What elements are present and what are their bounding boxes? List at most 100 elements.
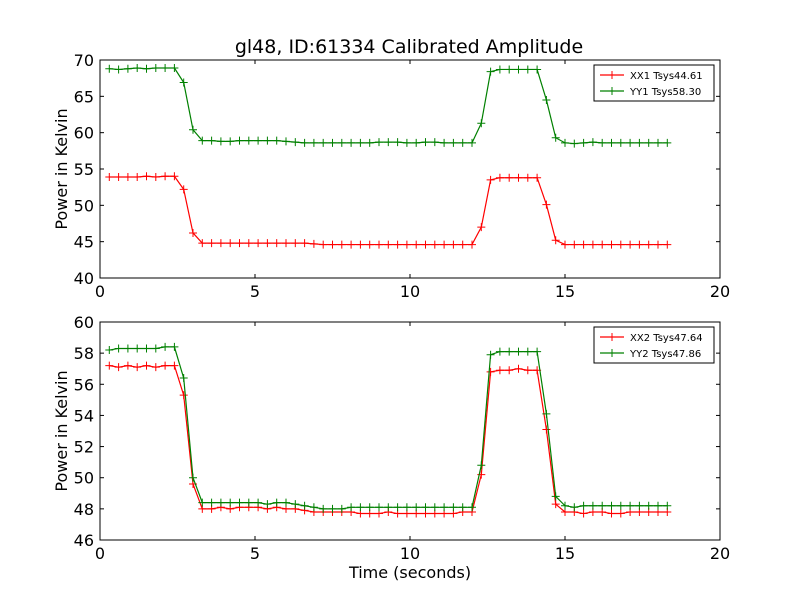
data-point-marker [272, 136, 281, 145]
data-point-marker [291, 239, 300, 248]
data-point-marker [151, 63, 160, 72]
series-xx2 [105, 361, 672, 518]
data-point-marker [226, 137, 235, 146]
data-point-marker [216, 137, 225, 146]
data-point-marker [514, 173, 523, 182]
data-point-marker [393, 240, 402, 249]
x-tick-label: 15 [555, 544, 575, 563]
data-point-marker [142, 64, 151, 73]
data-point-marker [309, 138, 318, 147]
data-point-marker [495, 173, 504, 182]
data-point-marker [607, 509, 616, 518]
x-tick-label: 15 [555, 282, 575, 301]
y-tick-label: 60 [74, 313, 94, 332]
data-point-marker [523, 347, 532, 356]
figure-title: gl48, ID:61334 Calibrated Amplitude [235, 36, 583, 58]
series-line [109, 364, 668, 515]
y-tick-label: 55 [74, 160, 94, 179]
data-point-marker [542, 200, 551, 209]
data-point-marker [356, 240, 365, 249]
data-point-marker [282, 137, 290, 146]
data-point-marker [105, 361, 114, 370]
data-point-marker [291, 138, 300, 147]
data-point-marker [272, 239, 281, 248]
subplot-1: 0 5 10 15 20 40 45 50 55 60 65 70 Power in Kelvin XX1… [52, 51, 730, 301]
data-point-marker [319, 240, 328, 249]
data-point-marker [523, 65, 532, 74]
data-point-marker [561, 138, 569, 147]
x-tick-label: 5 [250, 544, 260, 563]
data-point-marker [561, 240, 569, 249]
data-point-marker [384, 503, 393, 512]
data-point-marker [551, 236, 560, 245]
data-point-marker [654, 240, 662, 249]
data-point-marker [235, 136, 244, 145]
data-point-marker [542, 95, 551, 104]
data-point-marker [468, 240, 476, 249]
data-point-marker [300, 239, 309, 248]
series-yy1 [105, 63, 672, 148]
data-point-marker [402, 503, 411, 512]
data-point-marker [393, 503, 402, 512]
data-point-marker [105, 346, 114, 355]
data-point-marker [486, 367, 495, 376]
data-point-marker [598, 501, 607, 510]
data-point-marker [402, 240, 411, 249]
data-point-marker [384, 240, 393, 249]
data-point-marker [254, 136, 263, 145]
data-point-marker [486, 67, 495, 76]
data-point-marker [514, 364, 523, 373]
legend-box [593, 64, 715, 102]
x-tick-label: 0 [95, 544, 105, 563]
data-point-marker [477, 461, 486, 470]
data-point-marker [505, 173, 514, 182]
data-point-marker [235, 498, 244, 507]
data-point-marker [319, 504, 328, 513]
data-point-marker [644, 138, 653, 147]
data-point-marker [161, 342, 170, 351]
data-point-marker [523, 366, 532, 375]
x-axis-label: Time (seconds) [348, 563, 471, 582]
legend: XX1 Tsys44.61 YY1 Tsys58.30 [593, 64, 715, 102]
data-point-marker [123, 344, 132, 353]
data-point-marker [244, 136, 253, 145]
data-point-marker [579, 138, 588, 147]
data-point-marker [616, 509, 625, 518]
data-point-marker [337, 138, 346, 147]
data-point-marker [235, 239, 244, 248]
series-yy2 [105, 342, 672, 513]
data-point-marker [514, 347, 523, 356]
data-point-marker [514, 65, 523, 74]
data-point-marker [347, 503, 356, 512]
data-point-marker [179, 391, 188, 400]
data-point-marker [198, 498, 207, 507]
data-point-marker [151, 344, 160, 353]
data-point-marker [486, 350, 495, 359]
data-point-marker [207, 136, 216, 145]
data-point-marker [430, 240, 439, 249]
data-point-marker [291, 500, 300, 509]
data-point-marker [449, 240, 458, 249]
data-point-marker [542, 409, 551, 418]
y-tick-label: 50 [74, 196, 94, 215]
data-point-marker [635, 138, 644, 147]
x-tick-label: 5 [250, 282, 260, 301]
data-point-marker [179, 374, 188, 383]
subplot-2: 0 5 10 15 20 46 48 50 52 54 56 58 60 Power in Kelvin T… [52, 313, 730, 582]
legend-marker [608, 349, 616, 357]
data-point-marker [626, 240, 635, 249]
data-point-marker [440, 503, 449, 512]
data-point-marker [337, 504, 346, 513]
data-point-marker [607, 138, 616, 147]
data-point-marker [375, 240, 383, 249]
data-point-marker [216, 498, 225, 507]
legend-marker [608, 71, 616, 79]
data-point-marker [654, 501, 662, 510]
data-point-marker [133, 172, 142, 181]
data-point-marker [309, 503, 318, 512]
legend-marker [608, 333, 616, 341]
data-point-marker [505, 65, 514, 74]
data-point-marker [244, 498, 253, 507]
data-point-marker [458, 503, 467, 512]
